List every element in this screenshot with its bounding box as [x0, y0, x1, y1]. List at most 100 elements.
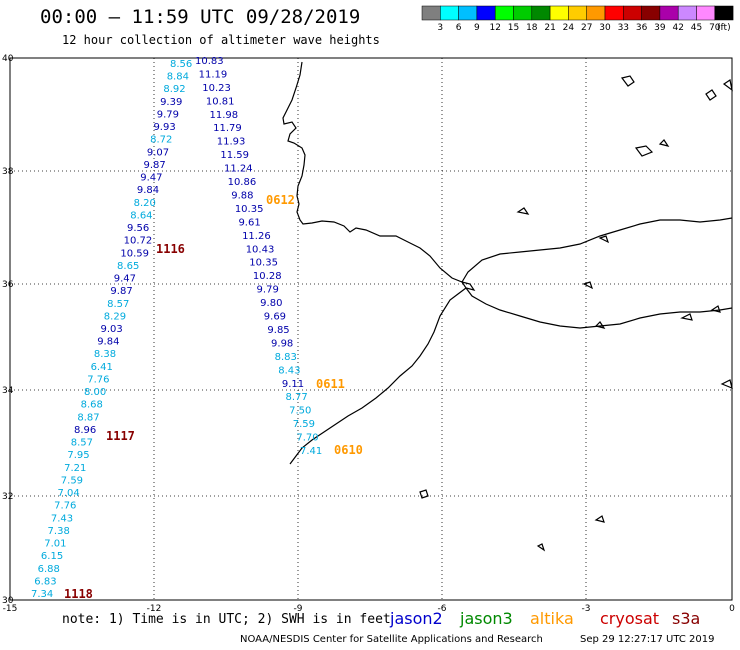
wave-height-value: 11.19 — [199, 69, 228, 80]
wave-height-value: 6.88 — [38, 564, 60, 575]
wave-height-value: 7.76 — [54, 501, 76, 512]
longitude-tick-label: -3 — [582, 604, 591, 614]
pass-label: 0611 — [316, 377, 345, 391]
colorbar-swatch — [458, 5, 478, 21]
wave-height-value: 8.83 — [275, 352, 297, 363]
colorbar: 3 6 9 12 15 18 21 24 27 30 33 36 39 42 45 70(ft) — [421, 5, 734, 33]
latitude-tick-label: 40 — [2, 54, 14, 64]
colorbar-label: 33 — [618, 23, 629, 33]
altimeter-tracks: 8.568.848.929.399.799.938.729.079.879.47… — [31, 56, 322, 600]
wave-height-value: 8.56 — [170, 59, 192, 70]
wave-height-value: 9.88 — [231, 190, 253, 201]
pass-label: 1118 — [64, 587, 93, 601]
wave-height-value: 7.34 — [31, 589, 53, 600]
colorbar-label: 3 — [437, 23, 443, 33]
wave-height-value: 6.41 — [91, 362, 113, 373]
wave-height-value: 7.50 — [289, 406, 311, 417]
colorbar-swatch — [677, 5, 697, 21]
longitude-tick-label: 0 — [729, 604, 735, 614]
colorbar-swatch — [421, 5, 441, 21]
colorbar-unit: (ft) — [717, 23, 731, 33]
wave-height-value: 8.72 — [150, 135, 172, 146]
pass-label: 1116 — [156, 242, 185, 256]
wave-height-value: 9.47 — [140, 173, 162, 184]
satellite-legend-item: cryosat — [600, 609, 660, 628]
colorbar-swatch — [440, 5, 459, 21]
satellite-legend-item: jason2 — [390, 609, 443, 628]
satellite-legend-item: s3a — [672, 609, 701, 628]
wave-height-value: 10.23 — [202, 83, 231, 94]
colorbar-label: 39 — [654, 23, 666, 33]
wave-height-value: 10.28 — [253, 271, 282, 282]
wave-height-value: 8.92 — [163, 84, 185, 95]
latitude-tick-label: 30 — [2, 596, 14, 606]
colorbar-label: 36 — [636, 23, 648, 33]
longitude-tick-label: -15 — [3, 604, 18, 614]
latitude-tick-label: 32 — [2, 492, 13, 502]
pass-label: 1117 — [106, 429, 135, 443]
wave-height-value: 7.04 — [57, 488, 79, 499]
colorbar-swatch — [476, 5, 496, 21]
wave-height-value: 7.41 — [300, 446, 322, 457]
map-subtitle: 12 hour collection of altimeter wave hei… — [62, 33, 380, 47]
axis-labels: -15 -12 -9 -6 -3 0 40 38 36 34 32 30 — [2, 54, 735, 614]
wave-height-value: 11.59 — [220, 150, 249, 161]
wave-height-value: 9.07 — [147, 147, 169, 158]
colorbar-swatch — [659, 5, 679, 21]
wave-height-value: 11.98 — [209, 110, 238, 121]
wave-height-value: 10.81 — [206, 96, 235, 107]
wave-height-value: 9.93 — [153, 122, 175, 133]
colorbar-swatch — [531, 5, 551, 21]
wave-height-value: 10.59 — [120, 248, 149, 259]
map-title: 00:00 – 11:59 UTC 09/28/2019 — [40, 6, 361, 28]
wave-height-value: 9.69 — [264, 312, 286, 323]
colorbar-label: 27 — [581, 23, 592, 33]
wave-height-value: 8.96 — [74, 425, 96, 436]
colorbar-label: 18 — [526, 23, 538, 33]
colorbar-swatch — [494, 5, 514, 21]
satellite-legend-item: jason3 — [460, 609, 513, 628]
wave-height-value: 9.11 — [282, 379, 304, 390]
wave-height-value: 6.15 — [41, 551, 63, 562]
satellite-legend-item: altika — [530, 609, 574, 628]
wave-height-value: 9.39 — [160, 97, 182, 108]
wave-height-value: 9.98 — [271, 338, 293, 349]
colorbar-label: 6 — [456, 23, 462, 33]
wave-height-value: 11.79 — [213, 123, 242, 134]
wave-height-value: 9.85 — [267, 325, 289, 336]
latitude-tick-label: 34 — [2, 386, 14, 396]
wave-height-value: 9.84 — [137, 185, 159, 196]
colorbar-swatch — [568, 5, 587, 21]
colorbar-label: 70 — [709, 23, 721, 33]
wave-height-value: 7.95 — [67, 450, 89, 461]
wave-height-value: 7.70 — [296, 433, 318, 444]
colorbar-label: 9 — [474, 23, 480, 33]
graticule — [10, 58, 732, 600]
wave-height-value: 10.72 — [124, 236, 153, 247]
wave-height-value: 7.21 — [64, 463, 86, 474]
wave-height-value: 11.26 — [242, 231, 271, 242]
colorbar-swatch — [714, 5, 734, 21]
wave-height-value: 10.43 — [246, 244, 275, 255]
wave-height-value: 9.56 — [127, 223, 149, 234]
latitude-tick-label: 38 — [2, 167, 14, 177]
wave-height-value: 9.61 — [238, 217, 260, 228]
wave-height-value: 7.43 — [51, 513, 73, 524]
coastline — [282, 61, 733, 552]
wave-height-value: 9.03 — [101, 324, 123, 335]
wave-height-value: 11.24 — [224, 164, 253, 175]
colorbar-label: 30 — [599, 23, 611, 33]
colorbar-swatch — [513, 5, 533, 21]
colorbar-swatch — [604, 5, 624, 21]
longitude-tick-label: -6 — [438, 604, 447, 614]
wave-height-value: 8.64 — [130, 210, 152, 221]
wave-height-value: 8.38 — [94, 349, 116, 360]
wave-height-value: 8.29 — [104, 311, 126, 322]
colorbar-label: 21 — [544, 23, 555, 33]
wave-height-value: 10.83 — [195, 56, 224, 67]
credit-line: NOAA/NESDIS Center for Satellite Applica… — [240, 634, 543, 645]
longitude-tick-label: -9 — [294, 604, 303, 614]
map-frame — [9, 57, 733, 601]
wave-height-value: 8.43 — [278, 365, 300, 376]
